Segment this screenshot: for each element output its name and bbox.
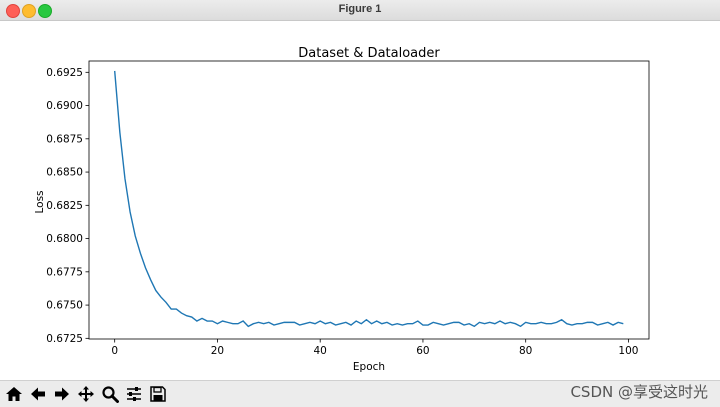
y-tick-label: 0.6925 [46,67,83,79]
save-disk-icon [150,386,166,402]
window-titlebar: Figure 1 [0,0,720,21]
watermark-text: CSDN @享受这时光 [570,383,708,401]
y-tick-label: 0.6900 [46,100,83,112]
x-tick-label: 100 [618,345,638,357]
y-ticks: 0.6725 0.6750 0.6775 0.6800 0.6825 0.6850 0.68… [46,67,89,345]
navigation-toolbar [0,380,720,407]
back-button[interactable] [28,384,48,404]
x-ticks: 0 20 40 60 80 100 [111,339,638,357]
y-axis-label: Loss [34,190,46,213]
axes-frame [88,60,650,340]
x-tick-label: 0 [111,345,118,357]
x-axis-label: Epoch [353,361,385,373]
zoom-magnifier-icon [102,386,119,403]
zoom-button[interactable] [100,384,120,404]
close-window-button[interactable] [6,4,20,18]
maximize-window-button[interactable] [38,4,52,18]
minimize-window-button[interactable] [22,4,36,18]
pan-button[interactable] [76,384,96,404]
y-tick-label: 0.6825 [46,200,83,212]
y-tick-label: 0.6800 [46,233,83,245]
figure-canvas: Dataset & Dataloader Epoch Loss 0 20 40 60 8… [0,21,720,379]
y-tick-label: 0.6750 [46,300,83,312]
configure-subplots-button[interactable] [124,384,144,404]
chart-title: Dataset & Dataloader [298,46,440,61]
back-arrow-icon [31,387,45,401]
y-tick-label: 0.6775 [46,266,83,278]
x-tick-label: 40 [314,345,327,357]
home-button[interactable] [4,384,24,404]
home-icon [6,387,22,401]
loss-series-line [113,70,624,328]
x-tick-label: 20 [211,345,224,357]
forward-button[interactable] [52,384,72,404]
x-tick-label: 80 [519,345,532,357]
x-tick-label: 60 [416,345,429,357]
y-tick-label: 0.6850 [46,167,83,179]
y-tick-label: 0.6875 [46,133,83,145]
configure-subplots-icon [127,387,141,401]
save-figure-button[interactable] [148,384,168,404]
y-tick-label: 0.6725 [46,333,83,345]
window-title: Figure 1 [338,3,382,15]
line-chart: Dataset & Dataloader Epoch Loss 0 20 40 60 8… [34,46,650,373]
forward-arrow-icon [55,387,69,401]
pan-move-icon [78,386,94,402]
